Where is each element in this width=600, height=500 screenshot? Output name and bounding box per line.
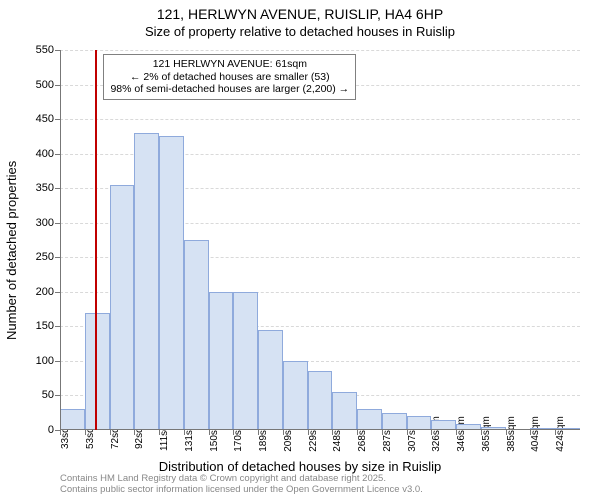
y-tick xyxy=(55,361,60,362)
x-tick-label: 346sqm xyxy=(456,416,467,452)
x-tick xyxy=(209,430,210,435)
histogram-bar xyxy=(233,292,258,430)
y-tick xyxy=(55,119,60,120)
y-tick-label: 500 xyxy=(36,79,54,91)
x-tick xyxy=(258,430,259,435)
histogram-bar xyxy=(283,361,308,430)
x-tick xyxy=(431,430,432,435)
x-tick xyxy=(85,430,86,435)
x-axis-label: Distribution of detached houses by size … xyxy=(0,459,600,474)
x-tick-label: 424sqm xyxy=(555,416,566,452)
y-tick xyxy=(55,223,60,224)
x-tick xyxy=(184,430,185,435)
y-tick xyxy=(55,50,60,51)
annotation-line-3: 98% of semi-detached houses are larger (… xyxy=(110,83,349,96)
y-axis-label: Number of detached properties xyxy=(4,161,19,340)
x-tick-label: 404sqm xyxy=(530,416,541,452)
x-tick xyxy=(357,430,358,435)
x-tick xyxy=(555,430,556,435)
histogram-bar xyxy=(209,292,234,430)
x-tick xyxy=(60,430,61,435)
y-tick xyxy=(55,188,60,189)
chart-container: 121, HERLWYN AVENUE, RUISLIP, HA4 6HP Si… xyxy=(0,0,600,500)
y-tick xyxy=(55,154,60,155)
y-tick-label: 0 xyxy=(48,424,54,436)
annotation-line-2: ← 2% of detached houses are smaller (53) xyxy=(110,71,349,84)
x-tick xyxy=(110,430,111,435)
footer-line-2: Contains public sector information licen… xyxy=(60,485,423,496)
property-marker-line xyxy=(95,50,97,430)
gridline xyxy=(60,50,580,51)
annotation-line-1: 121 HERLWYN AVENUE: 61sqm xyxy=(110,58,349,71)
chart-title: 121, HERLWYN AVENUE, RUISLIP, HA4 6HP xyxy=(0,6,600,24)
y-tick-label: 250 xyxy=(36,251,54,263)
y-tick xyxy=(55,326,60,327)
y-tick xyxy=(55,292,60,293)
y-tick xyxy=(55,395,60,396)
histogram-bar xyxy=(258,330,283,430)
histogram-bar xyxy=(407,416,432,430)
y-tick-label: 300 xyxy=(36,217,54,229)
histogram-bar xyxy=(382,413,407,430)
y-tick xyxy=(55,257,60,258)
x-tick xyxy=(456,430,457,435)
y-tick-label: 100 xyxy=(36,355,54,367)
x-axis-line xyxy=(60,429,580,430)
chart-subtitle: Size of property relative to detached ho… xyxy=(0,24,600,40)
plot-area: 05010015020025030035040045050055033sqm53… xyxy=(60,50,580,430)
histogram-bar xyxy=(332,392,357,430)
y-tick-label: 400 xyxy=(36,148,54,160)
y-tick xyxy=(55,85,60,86)
x-tick xyxy=(332,430,333,435)
histogram-bar xyxy=(357,409,382,430)
title-block: 121, HERLWYN AVENUE, RUISLIP, HA4 6HP Si… xyxy=(0,0,600,40)
y-tick-label: 350 xyxy=(36,182,54,194)
x-tick xyxy=(407,430,408,435)
y-tick-label: 150 xyxy=(36,320,54,332)
x-tick xyxy=(382,430,383,435)
y-tick-label: 550 xyxy=(36,44,54,56)
x-tick xyxy=(134,430,135,435)
histogram-bar xyxy=(184,240,209,430)
histogram-bar xyxy=(60,409,85,430)
x-tick xyxy=(283,430,284,435)
y-tick-label: 450 xyxy=(36,113,54,125)
x-tick xyxy=(308,430,309,435)
x-tick xyxy=(481,430,482,435)
histogram-bar xyxy=(159,136,184,430)
x-tick xyxy=(233,430,234,435)
x-tick xyxy=(506,430,507,435)
x-tick xyxy=(530,430,531,435)
attribution-footer: Contains HM Land Registry data © Crown c… xyxy=(60,474,423,496)
x-tick-label: 365sqm xyxy=(481,416,492,452)
y-axis-line xyxy=(60,50,61,430)
y-tick-label: 200 xyxy=(36,286,54,298)
x-tick-label: 385sqm xyxy=(506,416,517,452)
annotation-box: 121 HERLWYN AVENUE: 61sqm← 2% of detache… xyxy=(103,54,356,100)
histogram-bar xyxy=(110,185,135,430)
x-tick xyxy=(159,430,160,435)
histogram-bar xyxy=(134,133,159,430)
gridline xyxy=(60,119,580,120)
y-tick-label: 50 xyxy=(42,389,54,401)
histogram-bar xyxy=(308,371,333,430)
